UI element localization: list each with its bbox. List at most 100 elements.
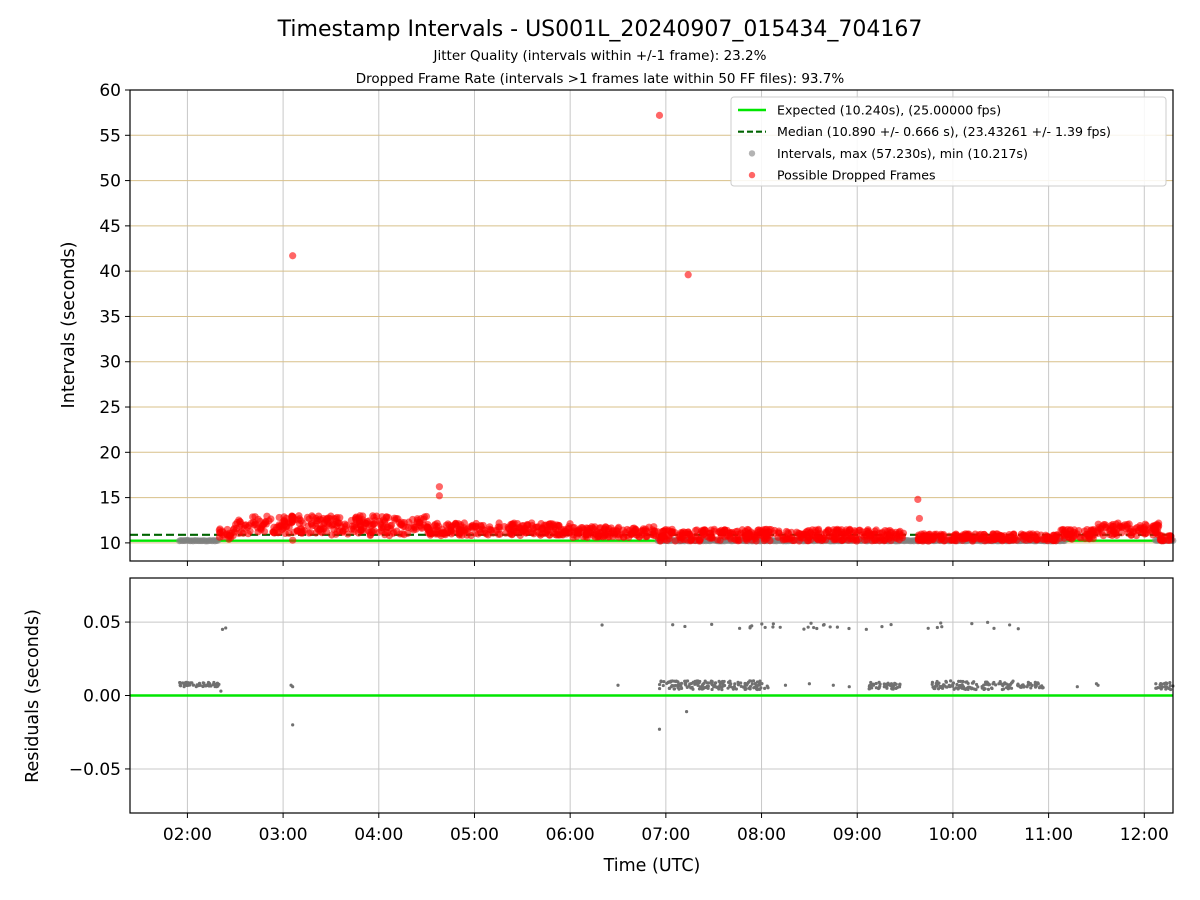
intervals-ytick-label-0: 10 — [99, 534, 121, 554]
residual-point — [739, 684, 743, 688]
dropped-frame-point — [397, 518, 406, 526]
dropped-frame-point — [811, 532, 819, 540]
dropped-frame-point — [662, 526, 670, 534]
residual-point — [710, 622, 714, 626]
residual-point — [969, 686, 974, 690]
dropped-frame-point — [971, 535, 979, 543]
dropped-frame-point — [294, 527, 302, 535]
residual-point — [1036, 681, 1040, 685]
dropped-frame-point — [886, 526, 894, 535]
dropped-frame-point — [1094, 529, 1102, 537]
dropped-frame-point — [355, 514, 363, 522]
residual-point — [945, 685, 949, 689]
intervals-ytick-label-4: 30 — [99, 353, 121, 373]
dropped-frame-point — [684, 271, 692, 279]
residual-point — [673, 683, 677, 688]
dropped-frame-point — [915, 535, 923, 543]
residual-point — [809, 621, 813, 625]
dropped-frame-point — [265, 517, 273, 525]
dropped-frame-point — [323, 517, 332, 525]
residuals-y-axis-label: Residuals (seconds) — [23, 609, 43, 783]
legend-frame — [730, 96, 1167, 187]
intervals-ytick-label-2: 20 — [99, 443, 121, 463]
x-tick-label-8: 10:00 — [928, 825, 977, 845]
residual-point — [895, 685, 899, 690]
residual-point — [1011, 679, 1015, 683]
dropped-frame-point — [254, 515, 262, 523]
intervals-ytick-label-5: 35 — [99, 307, 121, 327]
intervals-ytick-label-1: 15 — [99, 489, 121, 509]
dropped-frame-point — [767, 526, 775, 534]
x-tick-label-9: 11:00 — [1024, 825, 1073, 845]
residual-point — [720, 687, 724, 692]
residual-point — [949, 679, 953, 683]
dropped-frame-point — [759, 526, 767, 534]
residual-point — [1008, 682, 1013, 686]
dropped-frame-point — [476, 526, 484, 534]
dropped-frame-point — [655, 111, 664, 119]
dropped-frame-point — [642, 527, 650, 535]
residual-point — [720, 680, 724, 684]
dropped-frame-point — [314, 525, 322, 533]
dropped-frame-point — [775, 529, 783, 538]
chart-subtitle-dropped: Dropped Frame Rate (intervals >1 frames … — [356, 71, 845, 87]
dropped-frame-point — [1018, 531, 1027, 540]
dropped-frame-point — [956, 533, 964, 541]
residual-point — [822, 622, 826, 627]
dropped-frame-point — [495, 525, 503, 533]
residual-point — [982, 683, 986, 687]
residual-point — [1041, 685, 1045, 690]
dropped-frame-point — [507, 520, 515, 529]
dropped-frame-point — [1158, 535, 1166, 543]
residual-point — [847, 626, 851, 631]
dropped-frame-point — [219, 528, 227, 537]
residual-point — [669, 685, 673, 689]
dropped-frame-point — [1117, 523, 1125, 531]
residual-point — [726, 686, 730, 690]
residual-point — [215, 683, 219, 687]
residual-point — [186, 681, 190, 685]
dropped-frame-point — [920, 532, 928, 540]
residual-point — [783, 683, 788, 687]
residual-point — [880, 624, 884, 629]
residual-point — [1034, 683, 1038, 687]
residual-point — [738, 626, 742, 630]
dropped-frame-point — [715, 528, 723, 536]
dropped-frame-point — [1098, 522, 1106, 530]
dropped-frame-point — [914, 495, 922, 504]
dropped-frame-point — [1026, 535, 1034, 543]
residual-point — [1169, 687, 1173, 692]
residual-point — [778, 625, 782, 629]
dropped-frame-point — [297, 517, 305, 525]
residual-point — [662, 680, 666, 684]
residual-point — [698, 685, 702, 689]
residual-point — [178, 680, 182, 685]
residual-point — [224, 626, 228, 630]
dropped-frame-point — [851, 527, 859, 535]
residual-point — [959, 679, 963, 684]
dropped-frame-point — [1123, 520, 1131, 529]
residual-point — [671, 623, 675, 627]
dropped-frame-point — [444, 520, 452, 528]
residual-point — [1026, 680, 1030, 685]
dropped-frame-point — [369, 512, 377, 520]
residual-point — [220, 627, 225, 632]
residual-point — [1164, 685, 1169, 689]
dropped-frame-point — [236, 522, 244, 530]
dropped-frame-point — [887, 536, 895, 545]
residual-point — [955, 682, 959, 687]
residual-point — [678, 682, 682, 686]
dropped-frame-point — [354, 529, 363, 537]
intervals-panel: 10 15 20 25 30 35 40 45 50 55 60 Intervals (second… — [59, 81, 1177, 566]
residual-point — [888, 683, 893, 688]
residuals-panel: −0.050.000.05 02:00 03:00 04:00 05:00 06:00 0… — [23, 577, 1175, 876]
residual-point — [950, 684, 955, 688]
dropped-frame-point — [384, 513, 393, 522]
dropped-frame-point — [329, 520, 337, 528]
dropped-frame-point — [1028, 530, 1037, 538]
residual-point — [1018, 684, 1022, 688]
dropped-frame-point — [623, 531, 631, 540]
dropped-frame-point — [545, 531, 554, 539]
intervals-ytick-label-8: 50 — [99, 172, 121, 192]
